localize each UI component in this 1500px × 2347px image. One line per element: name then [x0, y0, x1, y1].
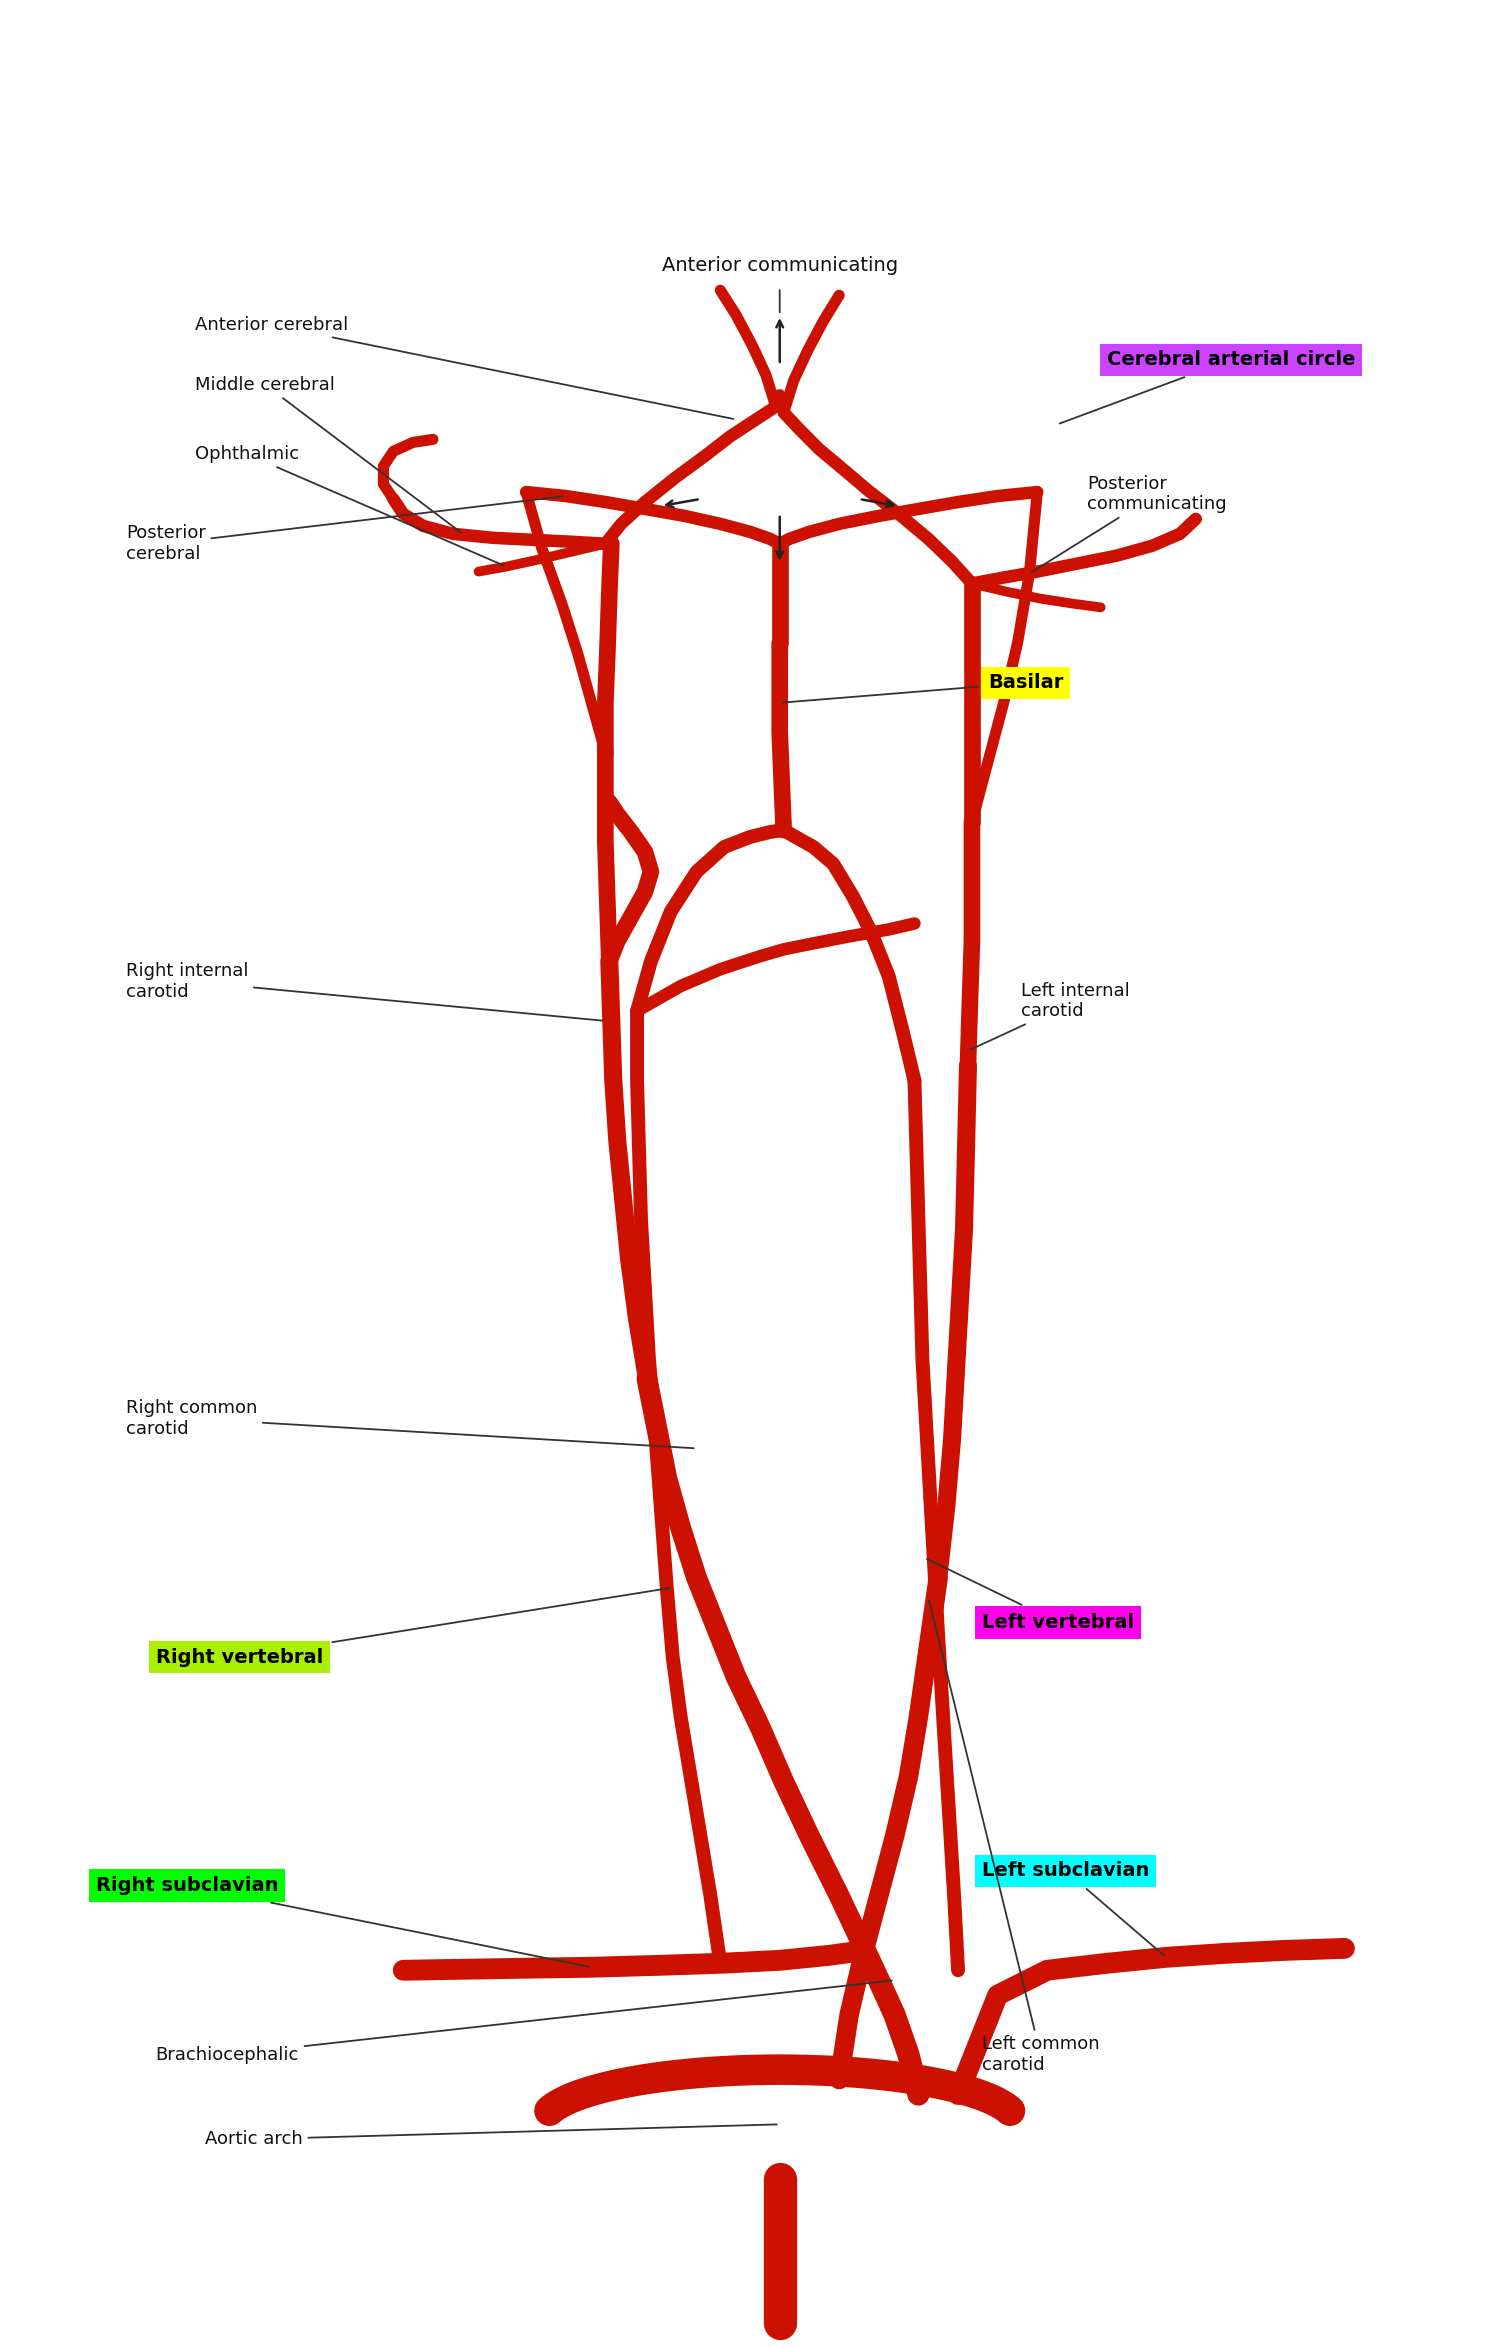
Text: Cerebral arterial circle: Cerebral arterial circle — [1059, 350, 1354, 422]
Text: Anterior communicating: Anterior communicating — [662, 256, 898, 275]
Text: Right vertebral: Right vertebral — [156, 1589, 670, 1666]
Text: Right common
carotid: Right common carotid — [126, 1399, 693, 1448]
Text: Ophthalmic: Ophthalmic — [195, 446, 504, 566]
Text: Right internal
carotid: Right internal carotid — [126, 962, 603, 1021]
Text: Posterior
communicating: Posterior communicating — [1032, 474, 1227, 573]
Text: Middle cerebral: Middle cerebral — [195, 376, 460, 533]
Text: Anterior cerebral: Anterior cerebral — [195, 317, 734, 418]
Text: Right subclavian: Right subclavian — [96, 1875, 590, 1967]
Text: Left vertebral: Left vertebral — [927, 1558, 1134, 1631]
Text: Basilar: Basilar — [783, 674, 1064, 702]
Text: Left subclavian: Left subclavian — [982, 1861, 1164, 1955]
Text: Left internal
carotid: Left internal carotid — [970, 981, 1130, 1049]
Text: Posterior
cerebral: Posterior cerebral — [126, 495, 562, 563]
Text: Brachiocephalic: Brachiocephalic — [156, 1981, 892, 2063]
Text: Aortic arch: Aortic arch — [206, 2124, 777, 2148]
Text: Left common
carotid: Left common carotid — [928, 1601, 1100, 2075]
